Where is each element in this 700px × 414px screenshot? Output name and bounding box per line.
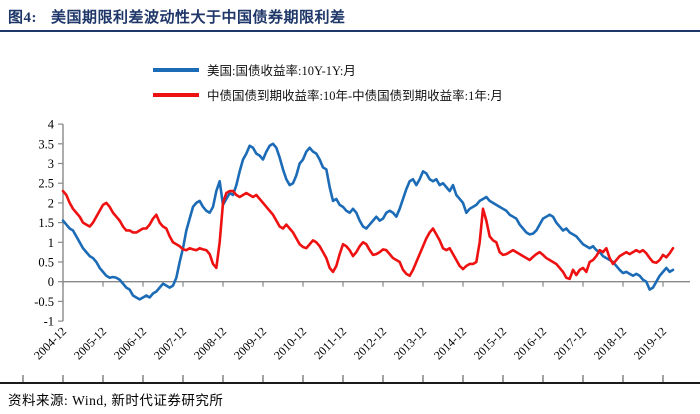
figure-title-row: 图4: 美国期限利差波动性大于中国债券期限利差 — [8, 6, 698, 27]
x-axis-tick-label: 2009-12 — [231, 324, 269, 362]
us-series-swatch — [153, 67, 199, 72]
x-axis-tick-label: 2013-12 — [391, 324, 429, 362]
x-axis-tick-label: 2004-12 — [31, 324, 69, 362]
source-text: Wind, 新时代证券研究所 — [72, 393, 224, 408]
china-series-label: 中债国债到期收益率:10年-中债国债到期收益率:1年:月 — [207, 89, 503, 103]
figure-number-label: 图4: — [8, 10, 37, 26]
china-series-line — [61, 189, 675, 281]
legend-item-us: 美国:国债收益率:10Y-1Y:月 — [153, 57, 503, 82]
y-axis-tick-label: 0.5 — [38, 256, 54, 270]
x-axis-tick-label: 2007-12 — [151, 324, 189, 362]
source-label: 资料来源: — [8, 393, 69, 408]
x-axis-tick-label: 2006-12 — [111, 324, 149, 362]
chart-legend: 美国:国债收益率:10Y-1Y:月 中债国债到期收益率:10年-中债国债到期收益… — [153, 57, 503, 107]
us-series-line — [61, 142, 675, 301]
y-axis-tick-label: -0.5 — [34, 295, 54, 309]
y-axis-tick-label: 2 — [48, 196, 54, 210]
x-axis-tick-label: 2019-12 — [631, 324, 669, 362]
x-axis-tick-label: 2010-12 — [271, 324, 309, 362]
y-axis-tick-label: 3.5 — [38, 137, 54, 151]
x-axis-tick-label: 2017-12 — [551, 324, 589, 362]
y-axis-tick-label: 3 — [48, 157, 54, 171]
us-series-label: 美国:国债收益率:10Y-1Y:月 — [207, 64, 356, 78]
x-axis-tick-label: 2018-12 — [591, 324, 629, 362]
x-axis-tick-label: 2011-12 — [311, 324, 349, 362]
x-axis-tick-label: 2008-12 — [191, 324, 229, 362]
y-axis-tick-label: 0 — [48, 275, 54, 289]
y-axis-tick-label: -1 — [44, 315, 54, 329]
page-title: 美国期限利差波动性大于中国债券期限利差 — [51, 10, 346, 26]
y-axis-tick-label: 1 — [48, 236, 54, 250]
legend-item-china: 中债国债到期收益率:10年-中债国债到期收益率:1年:月 — [153, 82, 503, 107]
footer-divider — [0, 382, 700, 384]
x-axis-tick-label: 2005-12 — [71, 324, 109, 362]
title-divider — [0, 30, 700, 32]
china-series-swatch — [153, 92, 199, 97]
y-axis-tick-label: 4 — [48, 118, 55, 132]
y-axis-tick-label: 1.5 — [38, 216, 54, 230]
y-axis-tick-label: 2.5 — [38, 177, 54, 191]
source-note: 资料来源: Wind, 新时代证券研究所 — [8, 389, 223, 409]
x-axis-tick-label: 2015-12 — [471, 324, 509, 362]
x-axis-tick-label: 2012-12 — [351, 324, 389, 362]
x-axis-tick-label: 2016-12 — [511, 324, 549, 362]
x-axis-tick-label: 2014-12 — [431, 324, 469, 362]
